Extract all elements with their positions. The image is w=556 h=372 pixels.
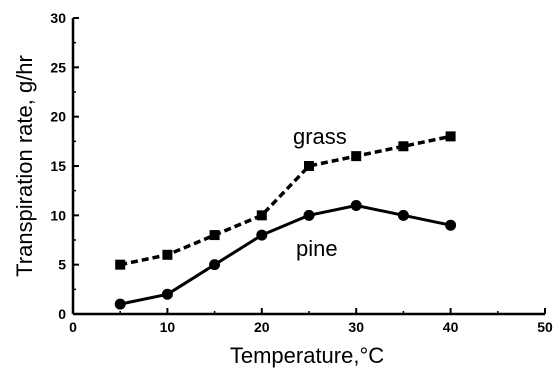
axis-ticks: 0 5 10 15 20 25 30 0 10 20 30 40 50 — [50, 10, 553, 335]
series-layer — [114, 131, 457, 310]
data-point-pine — [350, 199, 362, 211]
series-line-pine — [119, 204, 451, 306]
series-label-pine: pine — [296, 236, 338, 261]
series-pine — [114, 199, 457, 310]
data-point-pine — [209, 259, 221, 271]
y-tick-label: 10 — [50, 207, 66, 223]
y-axis-title: Transpiration rate, g/hr — [12, 55, 37, 277]
y-tick-label: 30 — [50, 10, 66, 26]
data-point-pine — [445, 219, 457, 231]
data-point-grass — [209, 230, 220, 241]
x-tick-label: 20 — [254, 319, 270, 335]
y-tick-label: 20 — [50, 109, 66, 125]
data-point-pine — [303, 209, 315, 221]
data-point-grass — [304, 161, 314, 171]
data-point-pine — [114, 298, 126, 310]
x-tick-label: 30 — [348, 319, 364, 335]
series-line-grass — [119, 134, 451, 267]
x-tick-label: 50 — [537, 319, 553, 335]
data-point-grass — [445, 131, 456, 142]
y-tick-label: 0 — [58, 306, 66, 322]
data-point-grass — [162, 249, 173, 260]
series-label-grass: grass — [293, 124, 347, 149]
y-tick-label: 5 — [58, 257, 66, 273]
y-tick-label: 25 — [50, 59, 66, 75]
data-point-pine — [161, 288, 173, 300]
x-tick-label: 10 — [160, 319, 176, 335]
data-point-grass — [115, 259, 126, 270]
data-point-grass — [256, 210, 267, 221]
data-point-pine — [397, 209, 409, 221]
y-tick-label: 15 — [50, 158, 66, 174]
x-tick-label: 0 — [69, 319, 77, 335]
data-point-grass — [398, 141, 409, 152]
x-tick-label: 40 — [443, 319, 459, 335]
data-point-pine — [256, 229, 268, 241]
series-grass — [115, 131, 456, 270]
data-point-grass — [351, 151, 362, 162]
x-axis-title: Temperature,°C — [230, 343, 384, 368]
